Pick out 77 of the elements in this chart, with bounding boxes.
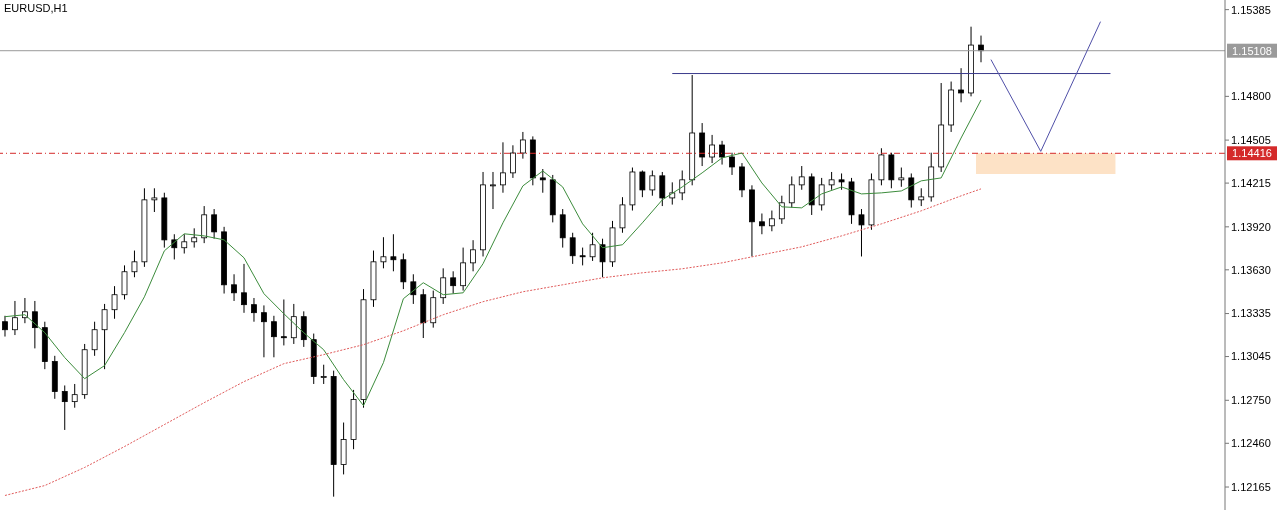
candlestick (31, 300, 38, 349)
candlestick (380, 236, 387, 269)
candlestick (241, 263, 247, 314)
candlestick (500, 141, 506, 194)
candlestick (759, 212, 765, 235)
candlestick (510, 144, 516, 179)
candlestick (858, 208, 865, 257)
candlestick (290, 303, 297, 345)
ref-line-label: 1.14416 (1232, 147, 1272, 160)
candlestick (559, 208, 566, 249)
candlestick (599, 238, 606, 278)
line-series (4, 188, 982, 496)
candlestick (649, 169, 656, 197)
candlestick (320, 364, 327, 385)
y-tick-label: 1.14800 (1231, 90, 1271, 103)
y-tick-label: 1.13045 (1231, 350, 1271, 363)
candlestick (659, 171, 666, 207)
candlestick (131, 250, 138, 278)
candlestick (410, 273, 417, 305)
candlestick (111, 285, 118, 320)
candlestick (12, 300, 18, 336)
candlestick (539, 168, 546, 194)
y-tick-label: 1.12750 (1231, 394, 1271, 407)
candlestick (818, 177, 825, 212)
candlestick (280, 298, 287, 346)
candlestick (300, 310, 307, 348)
candlestick (390, 233, 397, 272)
candlestick (490, 171, 496, 210)
candlestick (788, 175, 795, 209)
line-series (4, 99, 982, 407)
candlestick (201, 205, 208, 244)
chart-title: EURUSD,H1 (4, 2, 68, 14)
y-tick-label: 1.15385 (1231, 3, 1271, 16)
candlestick (191, 227, 198, 249)
y-tick-label: 1.12165 (1231, 480, 1271, 493)
candlestick (778, 195, 785, 225)
candlestick (958, 67, 964, 103)
candlestick (719, 140, 725, 166)
candlestick (400, 253, 407, 290)
candlestick (460, 247, 467, 292)
candlestick (679, 169, 686, 201)
candlestick (898, 167, 905, 188)
candlestick (121, 264, 128, 300)
candlestick (211, 208, 218, 240)
candlestick (2, 315, 8, 338)
candlestick (270, 315, 277, 358)
candlestick (450, 270, 457, 295)
candlestick (589, 232, 596, 262)
candlestick (519, 131, 526, 160)
candlestick (251, 297, 257, 323)
candlestick (978, 35, 984, 63)
candlestick (440, 267, 447, 305)
y-tick-label: 1.14505 (1231, 134, 1271, 147)
candlestick (181, 233, 188, 255)
candlestick (101, 303, 108, 370)
y-tick-label: 1.13920 (1231, 220, 1271, 233)
candlestick (619, 196, 626, 234)
candlestick (61, 384, 68, 431)
candlestick (729, 152, 735, 176)
candlestick (151, 187, 158, 213)
candlestick (908, 172, 915, 209)
candlestick (71, 383, 78, 409)
candlestick (470, 239, 476, 272)
ref-line-label: 1.15108 (1232, 44, 1272, 57)
y-tick-label: 1.14215 (1231, 177, 1271, 189)
candlestick (739, 162, 745, 198)
y-tick-label: 1.13630 (1231, 263, 1271, 276)
candlestick (261, 304, 267, 358)
y-tick-label: 1.13335 (1231, 307, 1271, 320)
candlestick (639, 169, 646, 198)
candlestick (231, 273, 237, 302)
y-tick-label: 1.12460 (1231, 437, 1271, 450)
candlestick (768, 210, 775, 232)
candlestick (709, 134, 715, 164)
candlestick (91, 321, 98, 357)
candlestick (798, 165, 805, 191)
candlestick (569, 232, 576, 265)
